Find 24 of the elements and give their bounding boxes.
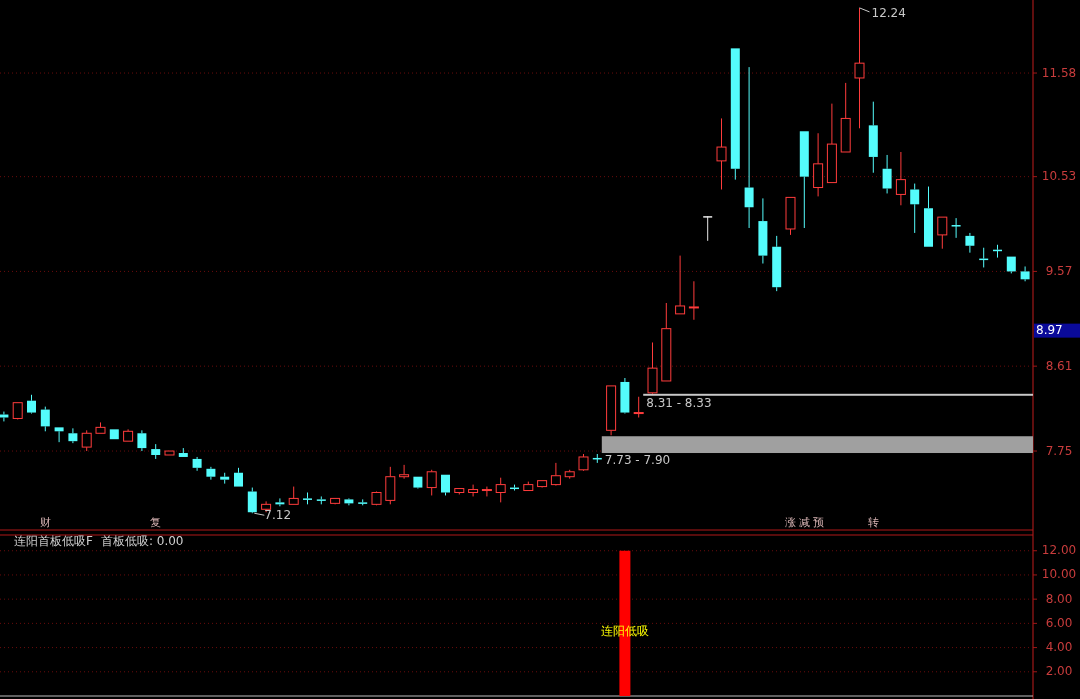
annotation: 12.24 — [871, 5, 906, 20]
annotation: 7.12 — [264, 508, 292, 523]
chart-subtitle: 首板低吸: 0.00 — [100, 534, 184, 548]
text: 减 — [798, 516, 810, 529]
y-tick-label: 11.58 — [1041, 65, 1077, 80]
band-label: 7.73 - 7.90 — [604, 453, 671, 468]
y-tick-label: 8.00 — [1045, 591, 1073, 606]
text: 预 — [812, 516, 824, 529]
y-tick-label: 12.00 — [1041, 543, 1077, 558]
band-label: 8.31 - 8.33 — [646, 395, 712, 410]
text: 涨 — [785, 516, 796, 529]
text: 复 — [150, 516, 162, 529]
chart-title: 连阳首板低吸F — [14, 534, 93, 548]
y-tick-label: 8.61 — [1045, 358, 1073, 373]
y-tick-label: 2.00 — [1045, 664, 1073, 679]
y-tick-label: 9.57 — [1045, 263, 1073, 278]
text: 转 — [867, 516, 879, 529]
y-tick-label: 7.75 — [1045, 443, 1073, 458]
text: 8.97 — [1036, 323, 1063, 338]
text: 财 — [39, 516, 51, 529]
y-tick-label: 10.53 — [1041, 169, 1077, 184]
y-tick-label: 6.00 — [1045, 615, 1073, 630]
y-tick-label: 10.00 — [1041, 567, 1077, 582]
y-tick-label: 4.00 — [1045, 640, 1073, 655]
